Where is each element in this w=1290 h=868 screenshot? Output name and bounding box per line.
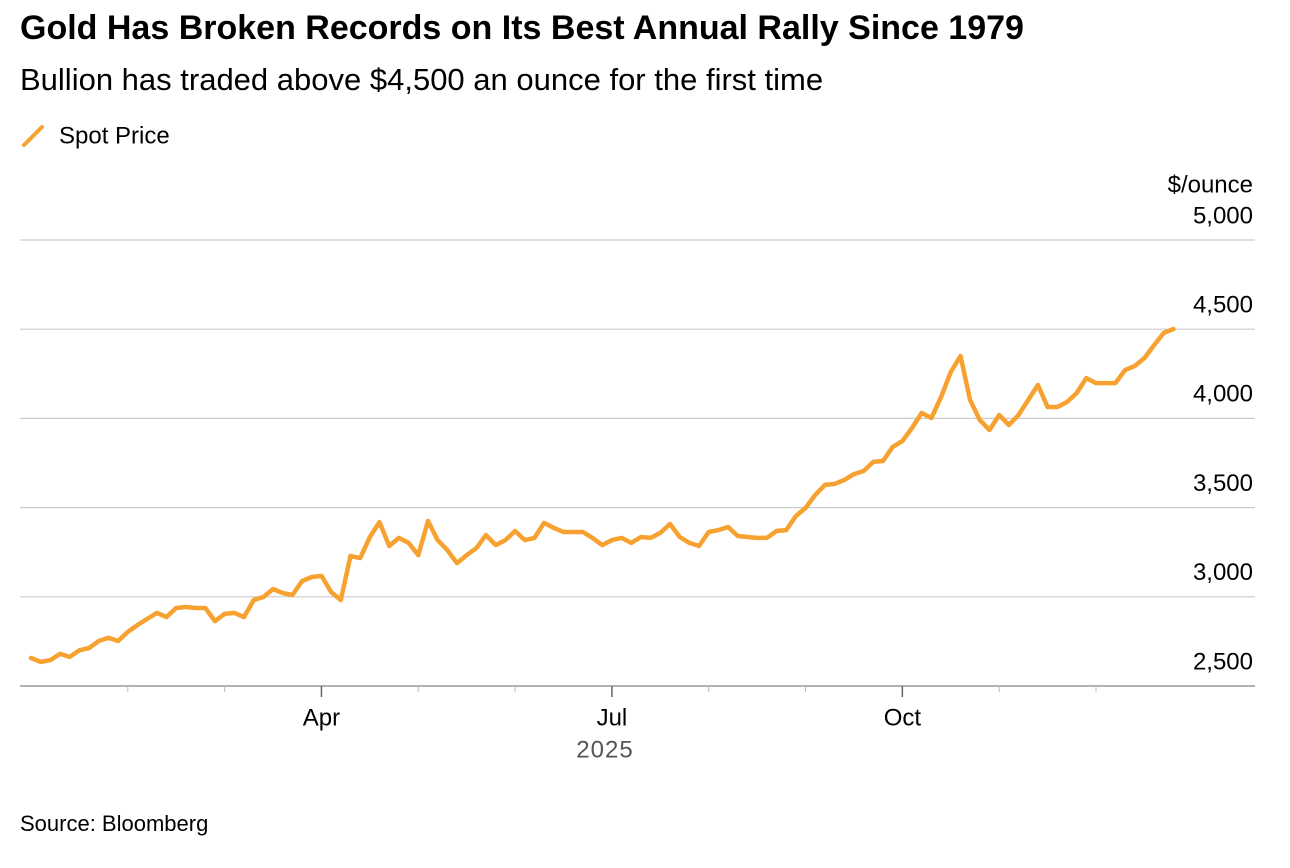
y-tick-label: 4,000 [1193, 381, 1253, 408]
chart-subtitle: Bullion has traded above $4,500 an ounce… [20, 62, 823, 97]
source: Source: Bloomberg [20, 811, 208, 836]
chart-title: Gold Has Broken Records on Its Best Annu… [20, 9, 1024, 47]
y-tick-label: 4,500 [1193, 292, 1253, 319]
y-tick-label: 3,000 [1193, 559, 1253, 586]
legend-swatch [22, 125, 44, 147]
y-tick-label: 2,500 [1193, 648, 1253, 675]
y-axis-label: $/ounce [1168, 171, 1253, 198]
x-axis-label: 2025 [576, 736, 633, 763]
x-tick-label: Apr [303, 704, 340, 731]
legend-label: Spot Price [59, 122, 170, 149]
line-series [28, 326, 1176, 665]
x-tick-label: Jul [597, 704, 628, 731]
x-tick-label: Oct [884, 704, 922, 731]
y-tick-label: 5,000 [1193, 202, 1253, 229]
y-tick-label: 3,500 [1193, 470, 1253, 497]
